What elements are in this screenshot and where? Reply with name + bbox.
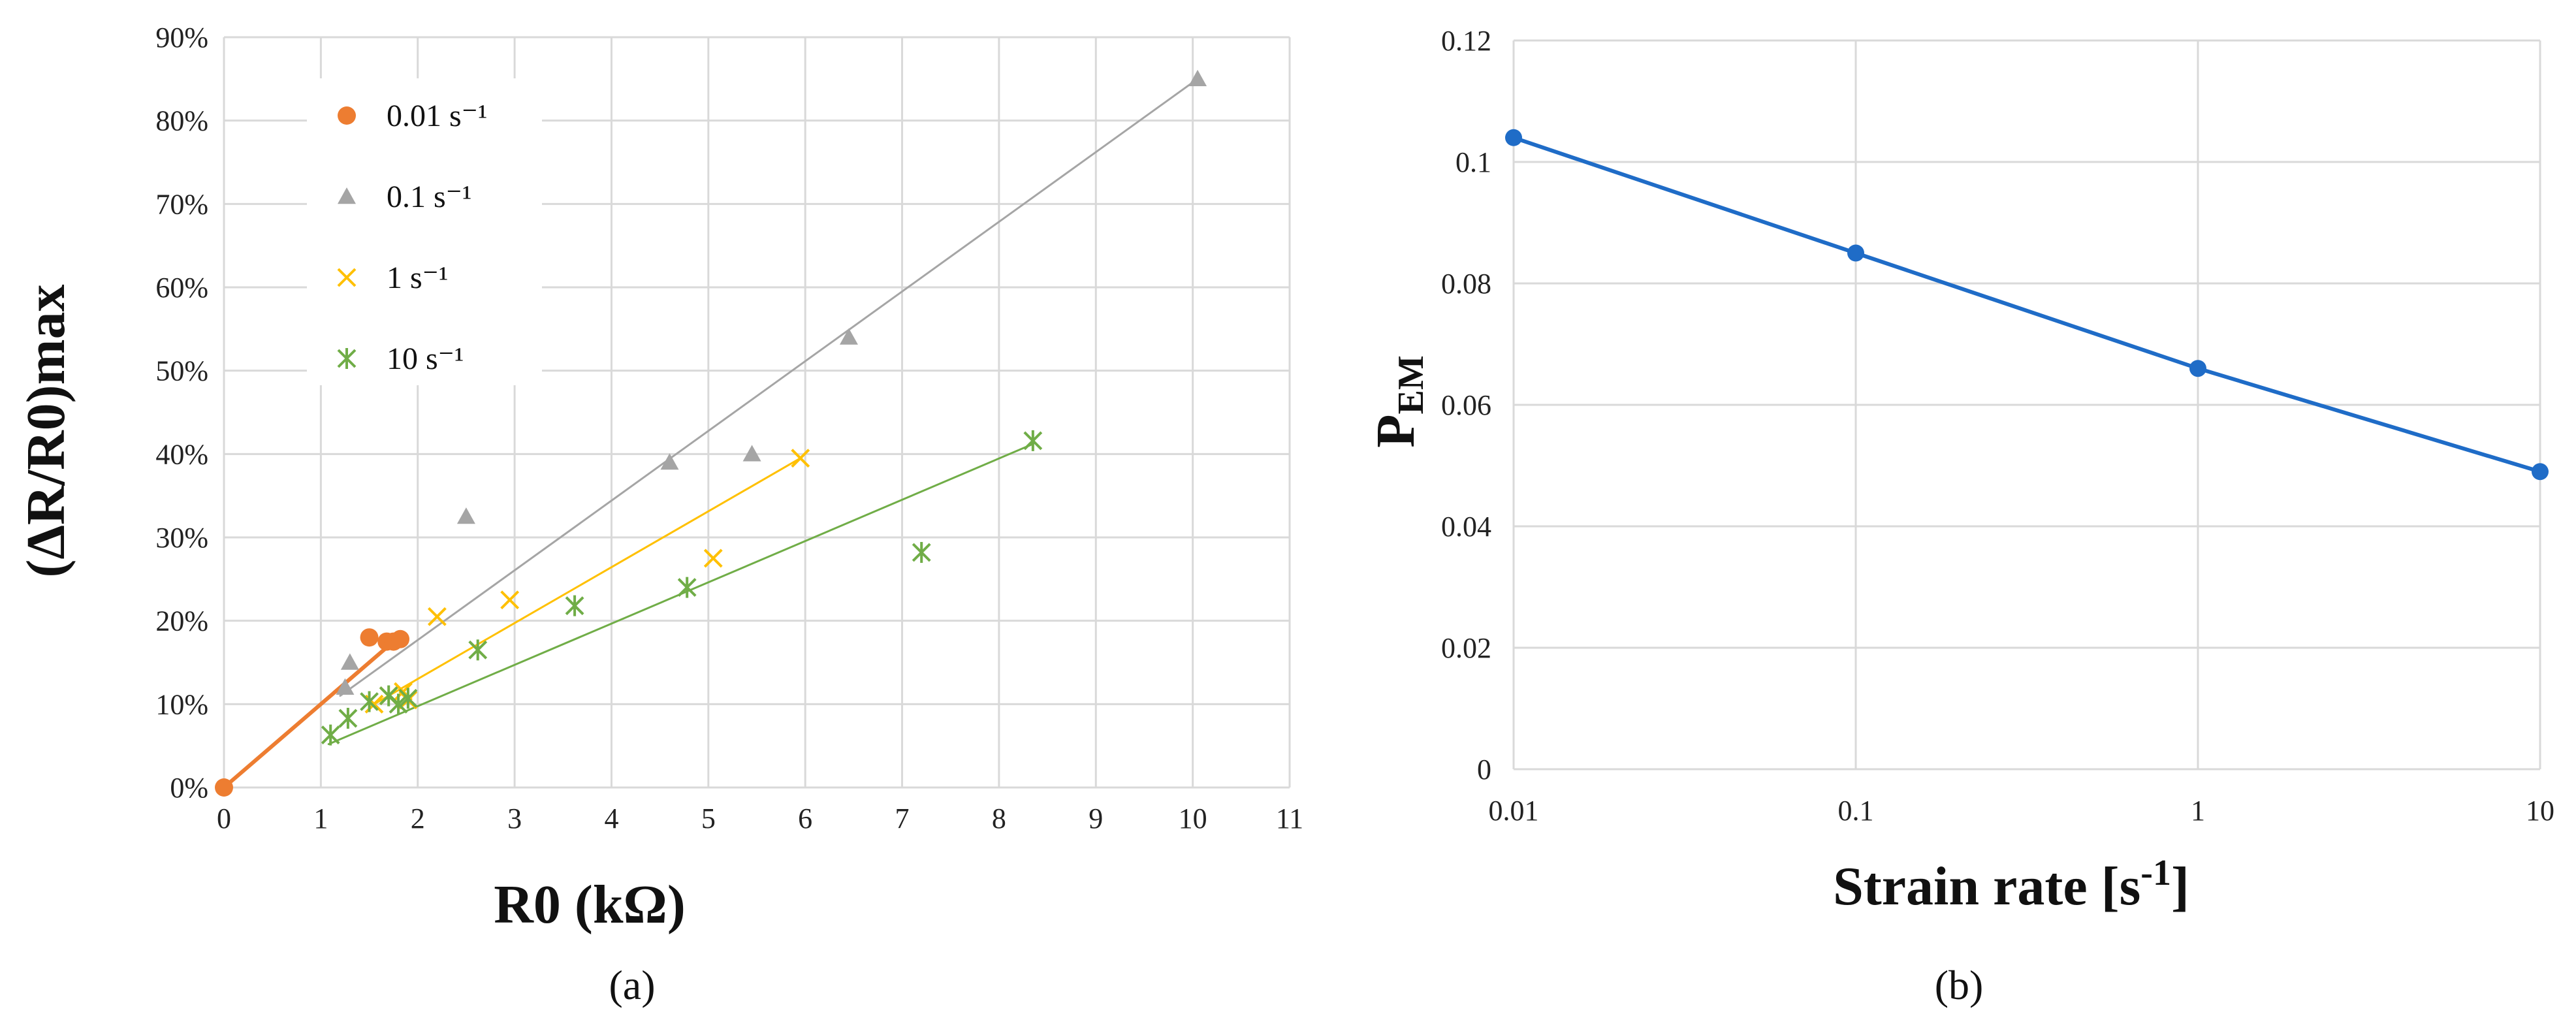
chart-a-x-tick-label: 4 <box>604 803 618 834</box>
chart-b-x-tick-label: 0.1 <box>1838 795 1874 827</box>
chart-a-legend-box <box>307 78 542 385</box>
data-point-triangle <box>1188 69 1207 87</box>
data-point <box>2189 360 2206 377</box>
chart-a-panel-label: (a) <box>609 962 655 1008</box>
chart-a-y-axis-title: (ΔR/R0)max <box>16 284 76 577</box>
chart-a-x-tick-label: 10 <box>1179 803 1207 834</box>
data-point-asterisk <box>389 693 408 715</box>
chart-b-y-tick-label: 0.08 <box>1441 268 1491 300</box>
chart-a-x-tick-label: 5 <box>701 803 716 834</box>
chart-a-y-tick-label: 30% <box>155 522 208 554</box>
chart-a-y-tick-label: 50% <box>155 355 208 387</box>
trendline <box>339 78 1199 697</box>
chart-b-x-tick-label: 1 <box>2191 795 2205 827</box>
chart-b-x-axis-title: Strain rate [s-1] <box>1833 853 2189 917</box>
chart-a-y-tick-label: 20% <box>155 605 208 637</box>
chart-b-y-tick-label: 0.1 <box>1455 146 1491 178</box>
data-point-triangle <box>340 653 359 670</box>
chart-b-y-tick-label: 0.04 <box>1441 511 1491 543</box>
chart-a-x-ticks: 0 1 2 3 4 5 6 7 8 9 10 11 <box>217 803 1303 834</box>
data-point-asterisk <box>565 595 584 616</box>
chart-b-y-axis-title-sub: EM <box>1391 355 1431 414</box>
data-point-asterisk <box>337 348 357 369</box>
chart-b-line <box>1513 135 2541 474</box>
chart-b-points <box>1505 129 2549 481</box>
chart-a-y-tick-label: 80% <box>155 105 208 137</box>
chart-a-x-tick-label: 3 <box>507 803 522 834</box>
data-point-triangle <box>338 187 356 204</box>
data-point-asterisk <box>468 639 488 661</box>
chart-a-y-ticks: 0% 10% 20% 30% 40% 50% 60% 70% 80% 90% <box>155 22 208 804</box>
data-point-asterisk <box>677 577 697 598</box>
data-point-x <box>337 268 357 287</box>
chart-b-panel-label: (b) <box>1935 962 1984 1008</box>
chart-a-y-tick-label: 70% <box>155 188 208 220</box>
chart-a-x-tick-label: 11 <box>1276 803 1303 834</box>
data-point-circle <box>391 629 410 648</box>
chart-b-grid <box>1512 39 2541 771</box>
chart-a-y-tick-label: 60% <box>155 272 208 304</box>
chart-b-y-axis-title-main: P <box>1365 414 1426 447</box>
chart-b-y-tick-label: 0.02 <box>1441 632 1491 664</box>
chart-b-y-tick-label: 0 <box>1477 754 1491 786</box>
chart-b-x-ticks: 0.01 0.1 1 10 <box>1489 795 2555 827</box>
chart-a-legend: 0.01 s⁻¹ 0.1 s⁻¹ 1 s⁻¹ 10 s⁻¹ <box>307 78 542 385</box>
chart-a-y-tick-label: 10% <box>155 688 208 720</box>
data-point-asterisk <box>1023 430 1043 451</box>
chart-a-y-tick-label: 90% <box>155 22 208 54</box>
trendline <box>222 639 396 789</box>
trendline <box>373 457 802 705</box>
legend-item-label: 10 s⁻¹ <box>387 342 464 376</box>
data-point <box>2532 463 2549 481</box>
chart-a-x-tick-label: 9 <box>1089 803 1103 834</box>
data-point-triangle <box>456 507 475 524</box>
chart-a-y-tick-label: 0% <box>170 772 208 804</box>
data-point-circle <box>338 106 356 125</box>
legend-item-label: 0.01 s⁻¹ <box>387 99 487 133</box>
chart-a-x-tick-label: 6 <box>798 803 812 834</box>
legend-item-label: 1 s⁻¹ <box>387 261 448 295</box>
data-point-asterisk <box>912 541 931 563</box>
data-point-x <box>427 607 447 626</box>
data-point-asterisk <box>321 724 340 746</box>
data-point-x <box>703 548 723 568</box>
chart-a-x-tick-label: 2 <box>411 803 425 834</box>
chart-a-x-tick-label: 0 <box>217 803 231 834</box>
data-point-circle <box>360 628 379 647</box>
chart-a-y-tick-label: 40% <box>155 438 208 470</box>
legend-item-label: 0.1 s⁻¹ <box>387 180 471 214</box>
chart-b-x-axis-title-end: ] <box>2171 856 2189 917</box>
data-point-triangle <box>336 678 355 695</box>
data-point-asterisk <box>360 691 379 712</box>
chart-b: 0.01 0.1 1 10 0 0.02 0.04 0.06 0.08 0.1 0.12 Stra… <box>1365 25 2554 1008</box>
data-point <box>1847 244 1864 262</box>
chart-b-x-tick-label: 10 <box>2526 795 2554 827</box>
chart-a-grid <box>223 36 1291 789</box>
chart-b-y-ticks: 0 0.02 0.04 0.06 0.08 0.1 0.12 <box>1441 25 1491 786</box>
data-point-asterisk <box>338 708 358 729</box>
chart-b-x-axis-title-main: Strain rate [s <box>1833 856 2140 917</box>
data-point-triangle <box>660 453 679 470</box>
data-point-asterisk <box>398 688 418 709</box>
chart-b-x-tick-label: 0.01 <box>1489 795 1539 827</box>
data-point-triangle <box>742 445 761 462</box>
data-point-triangle <box>839 328 858 345</box>
chart-b-y-axis-title: PEM <box>1365 355 1431 448</box>
chart-a: 0 1 2 3 4 5 6 7 8 9 10 11 0% 10% 20% 30% 40% 50% 60% 70% 80… <box>16 22 1303 1008</box>
data-line <box>1513 135 2541 474</box>
data-point-x <box>500 590 520 610</box>
chart-a-points <box>215 69 1207 797</box>
chart-a-x-tick-label: 1 <box>313 803 328 834</box>
chart-a-x-tick-label: 8 <box>992 803 1006 834</box>
chart-b-x-axis-title-sup: -1 <box>2140 853 2171 893</box>
data-point <box>1505 129 1522 146</box>
chart-b-y-tick-label: 0.12 <box>1441 25 1491 57</box>
data-point-x <box>791 449 810 468</box>
data-point-circle <box>215 778 233 797</box>
chart-a-x-tick-label: 7 <box>895 803 910 834</box>
chart-b-y-tick-label: 0.06 <box>1441 389 1491 421</box>
chart-a-x-axis-title: R0 (kΩ) <box>494 874 686 935</box>
